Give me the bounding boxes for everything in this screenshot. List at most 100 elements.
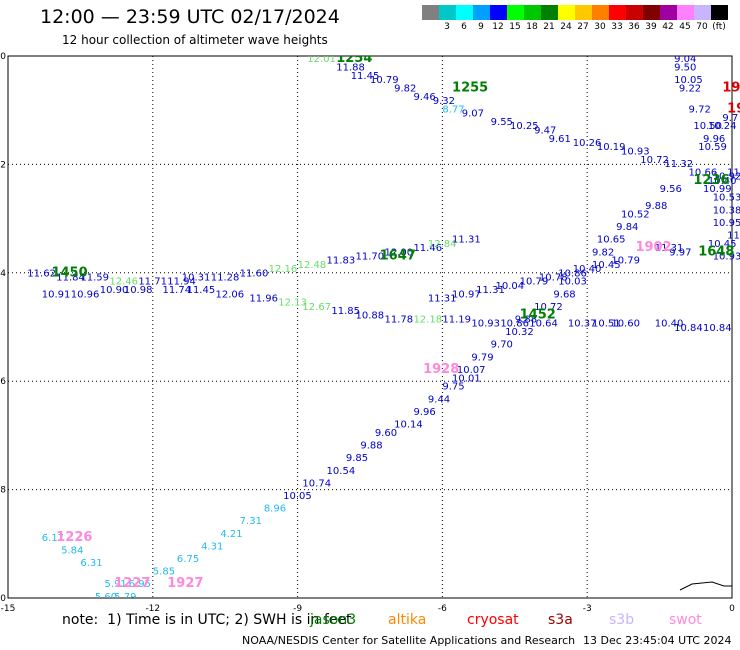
wave-height-label: 9.88 xyxy=(515,314,537,325)
wave-height-label: 10.53 xyxy=(713,193,740,204)
color-scale-swatch xyxy=(643,5,660,20)
wave-height-label: 10.19 xyxy=(597,142,626,153)
color-scale-swatch xyxy=(456,5,473,20)
wave-height-label: 12.18 xyxy=(413,314,442,325)
wave-height-label: 12.01 xyxy=(307,54,336,65)
color-scale-label: 12 xyxy=(492,22,504,32)
wave-height-label: 10.90 xyxy=(100,285,129,296)
color-scale-label: 36 xyxy=(628,22,640,32)
wave-height-label: 10.74 xyxy=(302,478,331,489)
x-tick-label: -15 xyxy=(1,604,16,614)
chart-title: 12:00 — 23:59 UTC 02/17/2024 xyxy=(40,6,340,28)
wave-height-label: 11.78 xyxy=(384,314,413,325)
wave-height-label: 10.65 xyxy=(597,235,626,246)
wave-height-label: 11.18 xyxy=(727,167,740,178)
wave-height-label: 10.86 xyxy=(500,319,529,330)
y-tick-label: -62 xyxy=(0,160,6,170)
wave-height-label: 10.60 xyxy=(611,319,640,330)
pass-time-label: 1928 xyxy=(423,362,459,377)
wave-height-label: 11.46 xyxy=(413,243,442,254)
wave-height-label: 10.01 xyxy=(452,373,481,384)
wave-height-label: 10.04 xyxy=(495,281,524,292)
color-scale-label: 33 xyxy=(611,22,623,32)
color-scale-label: 45 xyxy=(679,22,691,32)
wave-height-label: 11.2 xyxy=(727,230,740,241)
wave-height-label: 6.75 xyxy=(177,554,199,565)
wave-height-label: 11.96 xyxy=(249,293,278,304)
wave-height-label: 12.13 xyxy=(278,298,307,309)
wave-height-label: 10.25 xyxy=(510,121,539,132)
wave-height-label: 10.79 xyxy=(611,256,640,267)
wave-height-label: 9.32 xyxy=(433,96,455,107)
wave-height-label: 10.93 xyxy=(621,146,650,157)
legend-item-altika: altika xyxy=(388,612,427,628)
wave-height-label: 10.93 xyxy=(471,319,500,330)
wave-height-label: 12.06 xyxy=(216,289,245,300)
wave-height-label: 10.79 xyxy=(370,75,399,86)
wave-height-label: 10.52 xyxy=(621,209,650,220)
wave-height-label: 11.28 xyxy=(211,272,240,283)
wave-height-label: 10.91 xyxy=(42,289,71,300)
y-tick-label: -68 xyxy=(0,486,6,496)
wave-height-label: 9.96 xyxy=(413,407,435,418)
y-tick-label: -66 xyxy=(0,377,6,387)
wave-height-label: 9.88 xyxy=(360,441,382,452)
wave-height-label: 9.61 xyxy=(549,134,571,145)
wave-height-label: 9.07 xyxy=(462,109,484,120)
color-scale-swatch xyxy=(660,5,677,20)
pass-time-label: 1902 xyxy=(635,240,671,255)
wave-height-label: 9.85 xyxy=(346,453,368,464)
wave-height-label: 9.97 xyxy=(669,247,691,258)
legend-item-cryosat: cryosat xyxy=(467,612,519,628)
wave-height-label: 6.31 xyxy=(80,558,102,569)
wave-height-label: 10.03 xyxy=(558,277,587,288)
color-scale-swatch xyxy=(439,5,456,20)
wave-height-label: 11.59 xyxy=(80,272,109,283)
wave-height-label: 11.31 xyxy=(476,285,505,296)
wave-height-label: 9.22 xyxy=(679,83,701,94)
color-scale-swatch xyxy=(558,5,575,20)
wave-height-label: 10.40 xyxy=(655,319,684,330)
wave-height-label: 5.85 xyxy=(153,567,175,578)
wave-height-label: 12.16 xyxy=(269,264,298,275)
color-scale-label: 18 xyxy=(526,22,538,32)
x-tick-label: -12 xyxy=(145,604,160,614)
wave-height-label: 10.45 xyxy=(592,260,621,271)
wave-height-label: 4.21 xyxy=(220,529,242,540)
wave-height-label: 9.96 xyxy=(703,134,725,145)
pass-time-label: 1255 xyxy=(452,80,488,95)
wave-height-label: 11.71 xyxy=(138,277,167,288)
color-scale-label: 30 xyxy=(594,22,606,32)
wave-height-label: 6.95 xyxy=(129,579,151,590)
color-scale-swatch xyxy=(524,5,541,20)
color-scale-swatch xyxy=(694,5,711,20)
wave-height-label: 11.84 xyxy=(56,272,85,283)
wave-height-label: 10.40 xyxy=(573,264,602,275)
wave-height-label: 11.83 xyxy=(327,256,356,267)
wave-height-label: 9.75 xyxy=(442,382,464,393)
wave-height-label: 11.60 xyxy=(240,268,269,279)
wave-height-label: 10.45 xyxy=(708,239,737,250)
pass-time-label: 191 xyxy=(722,80,740,95)
wave-height-label: 9.88 xyxy=(645,201,667,212)
color-scale-swatch xyxy=(592,5,609,20)
wave-height-label: 5.91 xyxy=(105,579,127,590)
pass-time-label: 1226 xyxy=(56,530,92,545)
pass-time-label: 1236 xyxy=(693,173,729,188)
wave-height-label: 10.32 xyxy=(505,327,534,338)
pass-time-label: 1648 xyxy=(698,244,734,259)
wave-height-label: 10.51 xyxy=(592,319,621,330)
coastline xyxy=(679,581,732,591)
wave-height-label: 10.84 xyxy=(674,323,703,334)
legend-item-s3a: s3a xyxy=(548,612,573,628)
legend-item-swot: swot xyxy=(669,612,702,628)
color-scale-swatch xyxy=(541,5,558,20)
wave-height-label: 9.72 xyxy=(689,104,711,115)
x-tick-label: -6 xyxy=(438,604,447,614)
wave-height-label: 10.72 xyxy=(534,302,563,313)
color-scale-label: 21 xyxy=(543,22,555,32)
color-scale-unit: (ft) xyxy=(712,22,726,32)
wave-height-label: 9.70 xyxy=(491,340,513,351)
chart-subtitle: 12 hour collection of altimeter wave hei… xyxy=(62,33,328,47)
